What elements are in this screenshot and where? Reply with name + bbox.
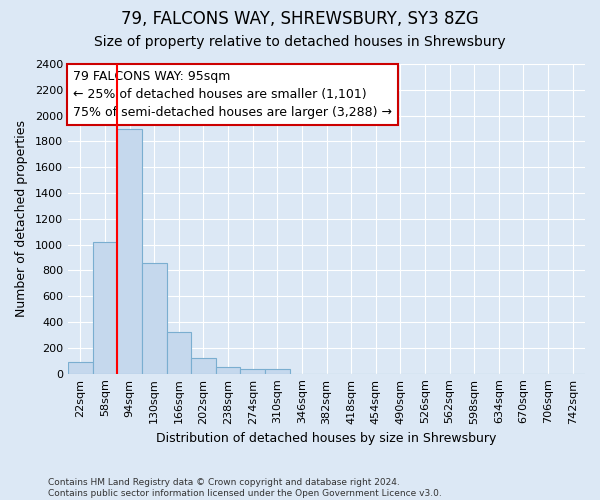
- Y-axis label: Number of detached properties: Number of detached properties: [15, 120, 28, 318]
- Text: Contains HM Land Registry data © Crown copyright and database right 2024.
Contai: Contains HM Land Registry data © Crown c…: [48, 478, 442, 498]
- Bar: [167, 332, 191, 374]
- Bar: [92, 242, 117, 374]
- Bar: [241, 368, 265, 374]
- Bar: [265, 369, 290, 374]
- Bar: [216, 367, 241, 374]
- Bar: [68, 362, 92, 374]
- Text: Size of property relative to detached houses in Shrewsbury: Size of property relative to detached ho…: [94, 35, 506, 49]
- Text: 79 FALCONS WAY: 95sqm
← 25% of detached houses are smaller (1,101)
75% of semi-d: 79 FALCONS WAY: 95sqm ← 25% of detached …: [73, 70, 392, 119]
- Text: 79, FALCONS WAY, SHREWSBURY, SY3 8ZG: 79, FALCONS WAY, SHREWSBURY, SY3 8ZG: [121, 10, 479, 28]
- Bar: [142, 262, 167, 374]
- Bar: [191, 358, 216, 374]
- X-axis label: Distribution of detached houses by size in Shrewsbury: Distribution of detached houses by size …: [157, 432, 497, 445]
- Bar: [117, 128, 142, 374]
